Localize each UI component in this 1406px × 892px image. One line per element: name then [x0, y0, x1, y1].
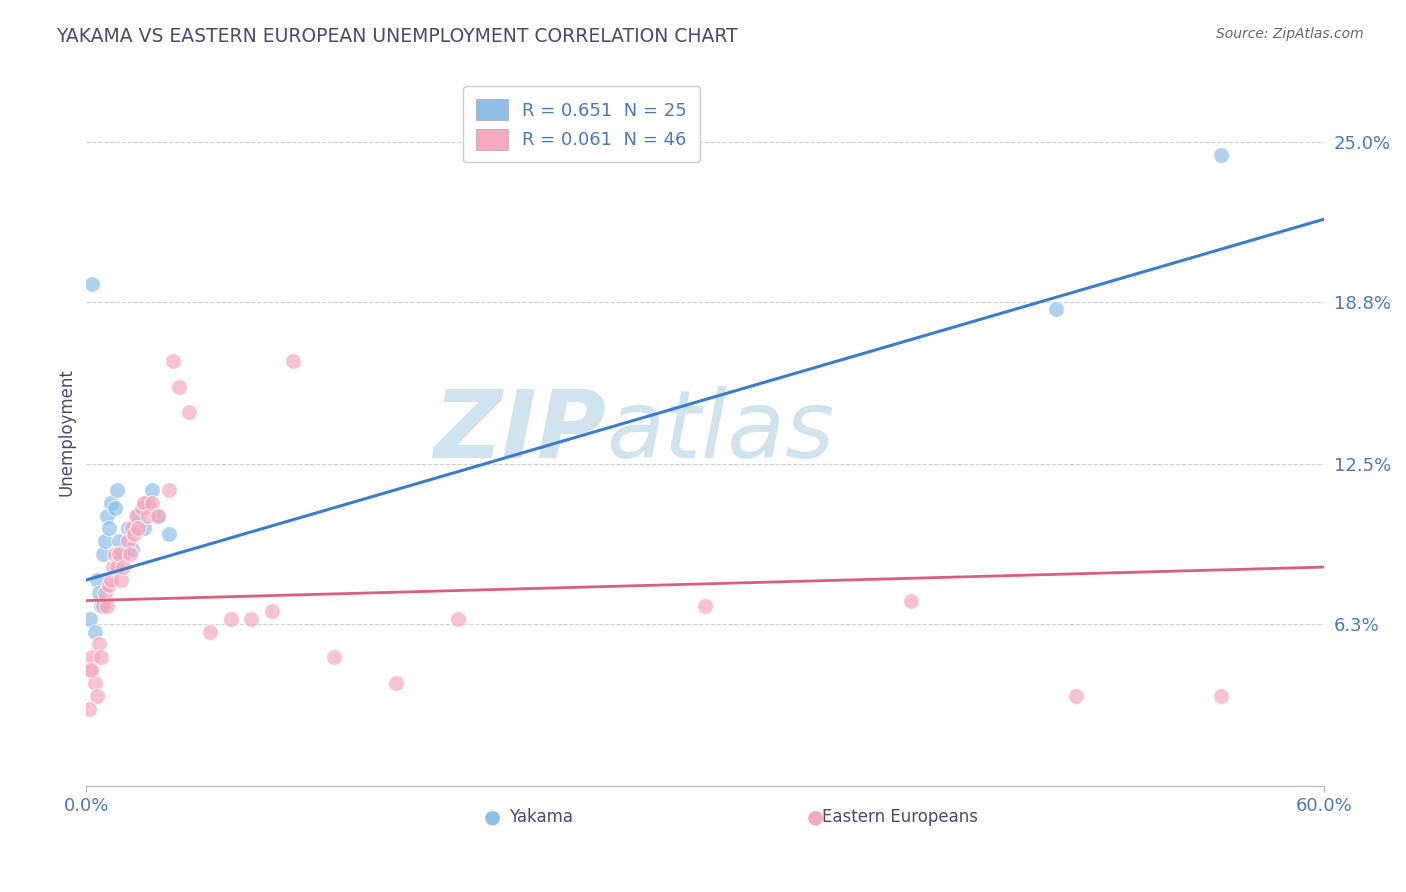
- Point: [132, 521, 155, 535]
- Point: [83, 676, 105, 690]
- Point: [131, 500, 153, 515]
- Point: [104, 547, 127, 561]
- Point: [127, 521, 149, 535]
- Text: ●: ●: [484, 808, 501, 827]
- Point: [98, 578, 121, 592]
- Point: [79, 663, 101, 677]
- Point: [179, 405, 201, 419]
- Text: YAKAMA VS EASTERN EUROPEAN UNEMPLOYMENT CORRELATION CHART: YAKAMA VS EASTERN EUROPEAN UNEMPLOYMENT …: [56, 27, 738, 45]
- Point: [86, 573, 108, 587]
- Point: [105, 560, 128, 574]
- Point: [122, 526, 145, 541]
- Text: Source: ZipAtlas.com: Source: ZipAtlas.com: [1216, 27, 1364, 41]
- Point: [86, 689, 108, 703]
- Point: [112, 547, 135, 561]
- Text: ZIP: ZIP: [433, 386, 606, 478]
- Point: [198, 624, 221, 639]
- Point: [281, 354, 304, 368]
- Point: [96, 508, 118, 523]
- Point: [79, 702, 101, 716]
- Point: [127, 508, 149, 523]
- Point: [141, 496, 163, 510]
- Point: [136, 496, 159, 510]
- Point: [240, 612, 263, 626]
- Point: [695, 599, 717, 613]
- Point: [83, 624, 105, 639]
- Point: [157, 526, 180, 541]
- Point: [117, 521, 139, 535]
- Point: [108, 547, 131, 561]
- Point: [148, 508, 170, 523]
- Point: [82, 277, 104, 291]
- Point: [82, 650, 104, 665]
- Point: [162, 354, 184, 368]
- Point: [260, 604, 283, 618]
- Point: [121, 521, 143, 535]
- Point: [446, 612, 468, 626]
- Point: [167, 380, 190, 394]
- Point: [322, 650, 344, 665]
- Point: [125, 508, 148, 523]
- Point: [1209, 147, 1232, 161]
- Point: [157, 483, 180, 497]
- Y-axis label: Unemployment: Unemployment: [58, 368, 75, 496]
- Point: [112, 560, 135, 574]
- Point: [80, 663, 103, 677]
- Point: [90, 650, 112, 665]
- Text: ●: ●: [807, 808, 824, 827]
- Legend: R = 0.651  N = 25, R = 0.061  N = 46: R = 0.651 N = 25, R = 0.061 N = 46: [463, 87, 700, 162]
- Point: [96, 599, 118, 613]
- Point: [118, 547, 141, 561]
- Point: [900, 593, 922, 607]
- Point: [100, 496, 122, 510]
- Point: [105, 483, 128, 497]
- Text: Yakama: Yakama: [509, 808, 574, 826]
- Point: [384, 676, 406, 690]
- Point: [90, 599, 112, 613]
- Point: [104, 500, 127, 515]
- Point: [1066, 689, 1088, 703]
- Point: [79, 612, 101, 626]
- Point: [87, 586, 110, 600]
- Point: [87, 637, 110, 651]
- Point: [136, 508, 159, 523]
- Point: [100, 573, 122, 587]
- Point: [98, 521, 121, 535]
- Point: [94, 586, 117, 600]
- Point: [94, 534, 117, 549]
- Text: atlas: atlas: [606, 386, 834, 477]
- Point: [148, 508, 170, 523]
- Point: [132, 496, 155, 510]
- Point: [110, 573, 132, 587]
- Point: [108, 534, 131, 549]
- Point: [141, 483, 163, 497]
- Point: [117, 534, 139, 549]
- Point: [91, 547, 114, 561]
- Point: [121, 542, 143, 557]
- Point: [219, 612, 242, 626]
- Text: Eastern Europeans: Eastern Europeans: [823, 808, 977, 826]
- Point: [1045, 302, 1067, 317]
- Point: [1209, 689, 1232, 703]
- Point: [91, 599, 114, 613]
- Point: [101, 560, 124, 574]
